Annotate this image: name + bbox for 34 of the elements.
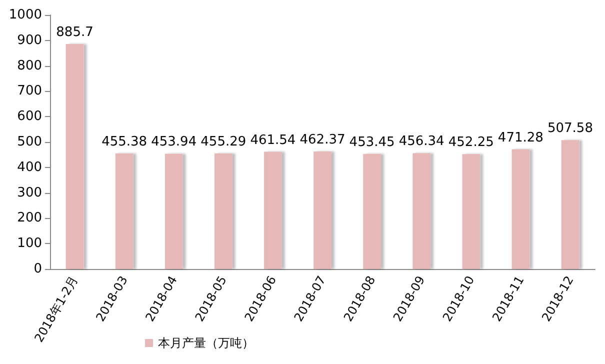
bar [164,154,183,269]
data-label: 461.54 [250,132,296,148]
y-tick-label: 600 [17,109,42,124]
bar [412,153,431,269]
data-label: 462.37 [300,132,346,148]
data-label: 453.94 [151,134,197,150]
data-label: 452.25 [448,135,494,150]
y-tick-label: 400 [17,160,42,175]
bar [214,153,232,269]
bar [512,149,530,269]
y-tick-label: 900 [17,32,42,48]
data-label: 471.28 [498,130,544,146]
bar [264,152,282,269]
data-label: 507.58 [547,121,593,136]
data-label: 453.45 [349,134,395,150]
bar [115,153,134,269]
bar [314,152,332,269]
bar [66,44,84,269]
bar [561,140,580,269]
data-label: 455.38 [102,134,148,150]
legend-label: 本月产量（万吨） [158,336,254,350]
y-tick-label: 300 [17,185,42,200]
bar [462,154,480,269]
y-tick-label: 800 [17,58,42,74]
y-tick-label: 0 [34,262,42,276]
y-tick-label: 1000 [8,8,42,22]
y-tick-label: 200 [17,210,42,226]
data-label: 885.7 [56,25,94,40]
bar [363,154,381,269]
data-label: 455.29 [200,134,246,150]
y-tick-label: 700 [17,84,42,99]
data-label: 456.34 [398,134,444,150]
y-tick-label: 500 [17,134,42,150]
y-tick-label: 100 [17,236,42,252]
